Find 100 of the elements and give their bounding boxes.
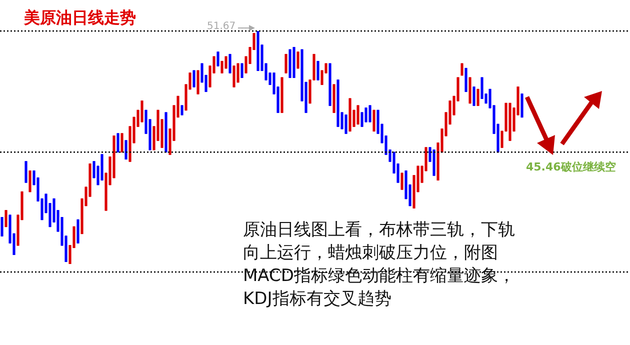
candlestick bbox=[420, 166, 424, 183]
candlestick bbox=[424, 147, 428, 172]
candlestick bbox=[296, 52, 300, 69]
candlestick bbox=[200, 63, 204, 83]
candlestick bbox=[336, 80, 340, 127]
candlestick bbox=[392, 152, 396, 174]
candlestick bbox=[460, 63, 464, 76]
candlestick bbox=[68, 245, 72, 264]
candlestick bbox=[152, 126, 156, 150]
candlestick bbox=[288, 49, 292, 78]
candlestick bbox=[244, 56, 248, 74]
candlestick bbox=[376, 110, 380, 134]
candlestick bbox=[324, 63, 328, 74]
candlestick bbox=[40, 198, 44, 220]
candlestick bbox=[124, 140, 128, 160]
candlestick bbox=[228, 54, 232, 74]
candlestick bbox=[308, 80, 312, 104]
candlestick bbox=[520, 94, 524, 118]
candlestick bbox=[204, 74, 208, 92]
candlestick bbox=[316, 60, 320, 80]
candlestick bbox=[368, 105, 372, 122]
candlestick bbox=[340, 112, 344, 130]
candlestick bbox=[156, 110, 160, 141]
candlestick bbox=[180, 105, 184, 116]
candlestick bbox=[372, 110, 376, 132]
candlestick bbox=[72, 226, 76, 248]
candlestick bbox=[508, 102, 512, 141]
candlestick bbox=[492, 105, 496, 134]
candlestick bbox=[292, 46, 296, 78]
candlestick bbox=[472, 86, 476, 106]
candlestick bbox=[128, 126, 132, 162]
candlestick bbox=[484, 94, 488, 104]
candlestick bbox=[196, 70, 200, 94]
candlestick bbox=[416, 166, 420, 192]
candlestick bbox=[396, 163, 400, 183]
candlestick bbox=[36, 177, 40, 202]
candlestick bbox=[52, 198, 56, 222]
candlestick bbox=[184, 84, 188, 111]
candlestick bbox=[364, 108, 368, 122]
candlestick bbox=[108, 156, 112, 186]
candlestick bbox=[144, 110, 148, 134]
candlestick bbox=[464, 68, 468, 92]
candlestick bbox=[516, 86, 520, 116]
candlestick bbox=[64, 236, 68, 262]
candlestick bbox=[284, 54, 288, 74]
candlestick bbox=[236, 63, 240, 83]
candlestick bbox=[188, 72, 192, 90]
candlestick bbox=[452, 96, 456, 116]
candlestick bbox=[4, 210, 8, 228]
candlestick bbox=[136, 110, 140, 127]
candlestick bbox=[44, 194, 48, 214]
candlestick bbox=[280, 77, 284, 113]
candlestick bbox=[304, 82, 308, 113]
candlestick bbox=[276, 86, 280, 113]
candlestick bbox=[76, 219, 80, 244]
candlestick bbox=[20, 191, 24, 220]
candlestick bbox=[384, 136, 388, 155]
candlestick bbox=[80, 198, 84, 234]
candlestick bbox=[300, 49, 304, 102]
candlestick bbox=[160, 119, 164, 148]
candlestick bbox=[448, 100, 452, 125]
candlestick bbox=[512, 108, 516, 132]
candlestick bbox=[468, 77, 472, 104]
candlestick bbox=[312, 54, 316, 80]
candlestick bbox=[320, 70, 324, 85]
candlestick bbox=[32, 170, 36, 186]
candlestick bbox=[92, 161, 96, 178]
candlestick bbox=[88, 163, 92, 197]
candlestick bbox=[24, 161, 28, 183]
candlestick bbox=[500, 130, 504, 148]
candlestick bbox=[488, 88, 492, 108]
candlestick bbox=[212, 56, 216, 74]
candlestick bbox=[104, 172, 108, 211]
candlestick bbox=[12, 233, 16, 256]
candlestick bbox=[412, 175, 416, 208]
chart-title: 美原油日线走势 bbox=[24, 8, 136, 29]
candlestick bbox=[140, 100, 144, 122]
candlestick bbox=[260, 44, 264, 71]
candlestick bbox=[16, 214, 20, 246]
candlestick bbox=[400, 172, 404, 190]
candlestick bbox=[380, 124, 384, 144]
annotation: 51.67 bbox=[207, 21, 236, 32]
ref-line-label: 45.46破位继续空 bbox=[526, 160, 616, 174]
candlestick bbox=[444, 112, 448, 136]
candlestick bbox=[240, 63, 244, 78]
candlestick bbox=[348, 98, 352, 132]
candlestick bbox=[268, 72, 272, 85]
candlestick bbox=[220, 60, 224, 74]
candlestick bbox=[176, 96, 180, 118]
annotation: 原油日线图上看，布林带三轨，下轨向上运行，蜡烛刺破压力位，附图MACD指标绿色动能柱有缩量迹象，KDJ指标有交叉趋势 bbox=[243, 219, 516, 311]
candlestick bbox=[428, 147, 432, 162]
candlestick bbox=[356, 105, 360, 125]
candlestick bbox=[216, 52, 220, 66]
candlestick bbox=[132, 116, 136, 144]
candlestick bbox=[56, 210, 60, 232]
candlestick bbox=[264, 63, 268, 80]
candlestick bbox=[344, 114, 348, 134]
candlestick bbox=[456, 77, 460, 102]
candlestick bbox=[504, 102, 508, 132]
candlestick bbox=[388, 150, 392, 162]
